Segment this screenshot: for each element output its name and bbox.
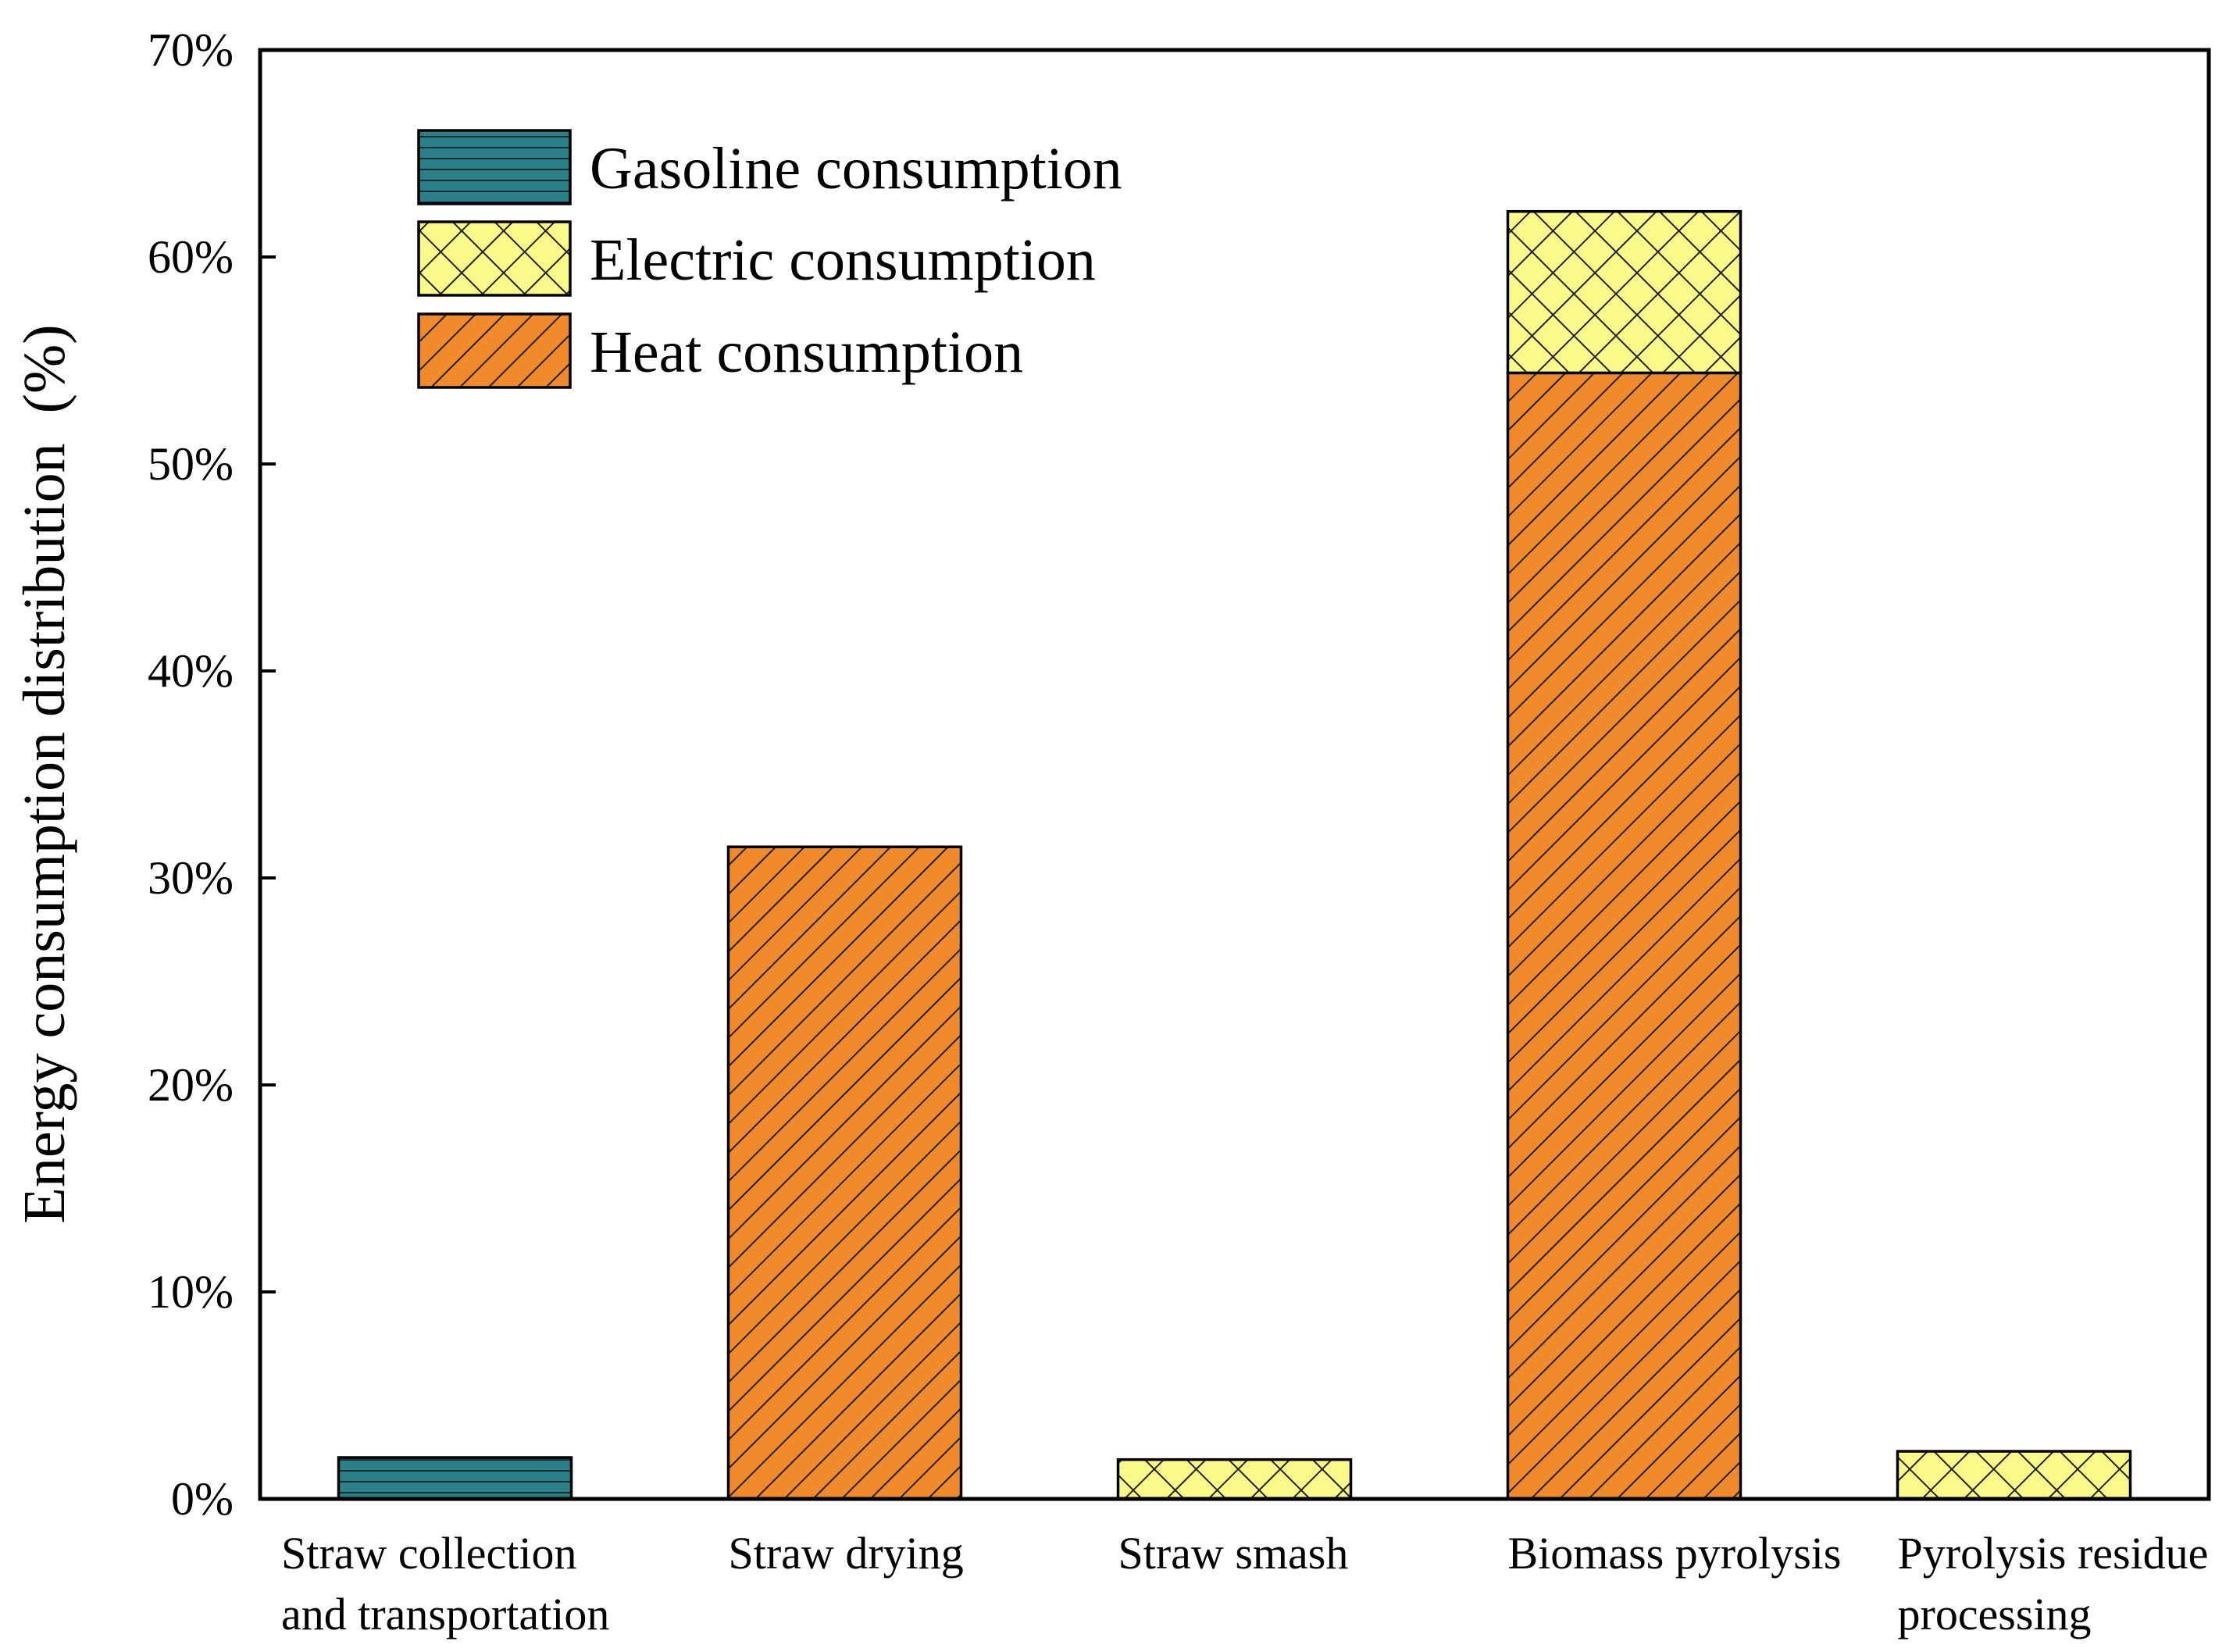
y-tick-label: 0% [171, 1473, 234, 1525]
bar-heat-2 [726, 845, 963, 1500]
bar-electric-3 [1116, 1458, 1353, 1500]
y-tick-label: 60% [148, 231, 234, 283]
legend-swatch-electric [417, 220, 572, 297]
legend-swatch-heat [417, 312, 572, 389]
y-axis-title: Energy consumption distribution (%) [12, 324, 77, 1223]
legend-swatch-gasoline [417, 129, 572, 205]
y-tick-label: 30% [148, 852, 234, 904]
y-tick-label: 40% [148, 645, 234, 697]
x-category-label: and transportation [281, 1589, 609, 1640]
bar-gasoline-1 [337, 1456, 573, 1500]
x-category-label: Biomass pyrolysis [1508, 1528, 1842, 1579]
legend-label-gasoline: Gasoline consumption [590, 136, 1122, 202]
x-category-label: Straw collection [281, 1528, 577, 1579]
x-category-label: Pyrolysis residue [1898, 1528, 2209, 1579]
bar-layer [337, 209, 2132, 1500]
y-tick-label: 20% [148, 1059, 234, 1111]
bar-heat-4 [1506, 371, 1743, 1500]
legend: Gasoline consumption Electric consumption… [417, 129, 1122, 389]
x-category-label: Straw smash [1118, 1528, 1349, 1579]
bar-electric-4 [1506, 209, 1743, 375]
x-axis-labels: Straw collection and transportation Straw … [281, 1528, 2208, 1640]
x-category-label: Straw drying [729, 1528, 964, 1579]
x-category-label: processing [1898, 1589, 2092, 1640]
y-tick-label: 70% [148, 24, 234, 76]
legend-label-electric: Electric consumption [590, 227, 1096, 293]
bar-electric-5 [1896, 1450, 2132, 1500]
legend-label-heat: Heat consumption [590, 319, 1023, 385]
plot-frame [258, 48, 2211, 1501]
y-tick-label: 10% [148, 1266, 234, 1318]
y-axis: 0% 10% 20% 30% 40% 50% 60% 70% [148, 24, 276, 1525]
y-tick-label: 50% [148, 438, 234, 490]
